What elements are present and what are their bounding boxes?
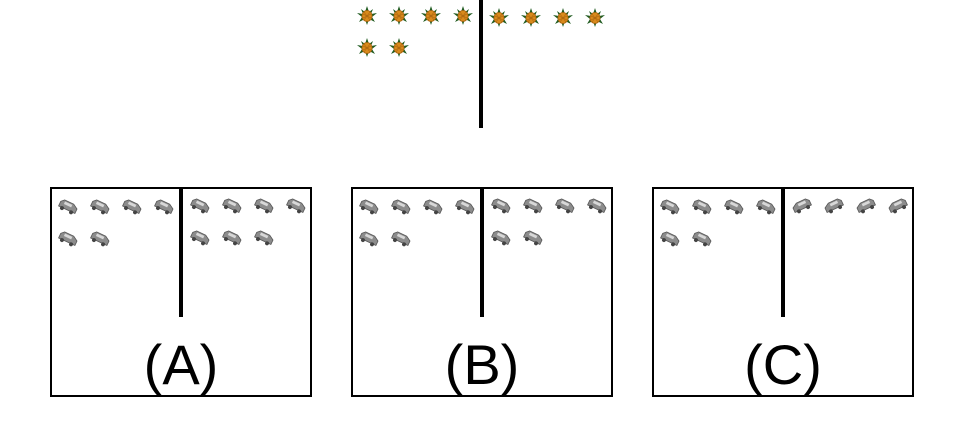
option-b-box[interactable]: (B) [351, 187, 613, 397]
option-a-divider [179, 189, 183, 317]
car-icon [188, 226, 212, 250]
car-icon [690, 195, 714, 219]
car-icon [56, 195, 80, 219]
car-icon [88, 195, 112, 219]
car-icon [585, 194, 609, 218]
car-icon [690, 227, 714, 251]
car-icon [188, 194, 212, 218]
option-c-box[interactable]: (C) [652, 187, 914, 397]
top-panel [0, 0, 963, 130]
car-icon [220, 194, 244, 218]
pineapple-icon [451, 4, 475, 28]
car-icon [152, 195, 176, 219]
car-icon [886, 194, 910, 218]
car-icon [357, 195, 381, 219]
car-icon [421, 195, 445, 219]
car-icon [88, 227, 112, 251]
car-icon [790, 194, 814, 218]
car-icon [822, 194, 846, 218]
top-divider [479, 0, 483, 128]
car-icon [553, 194, 577, 218]
car-icon [854, 194, 878, 218]
option-c-label: (C) [744, 333, 822, 396]
option-a-box[interactable]: (A) [50, 187, 312, 397]
pineapple-icon [355, 36, 379, 60]
pineapple-icon [419, 4, 443, 28]
option-b-divider [480, 189, 484, 317]
car-icon [521, 226, 545, 250]
car-icon [120, 195, 144, 219]
car-icon [489, 226, 513, 250]
car-icon [521, 194, 545, 218]
car-icon [357, 227, 381, 251]
car-icon [56, 227, 80, 251]
pineapple-icon [551, 6, 575, 30]
pineapple-icon [355, 4, 379, 28]
car-icon [220, 226, 244, 250]
car-icon [252, 226, 276, 250]
car-icon [389, 227, 413, 251]
pineapple-icon [519, 6, 543, 30]
car-icon [252, 194, 276, 218]
car-icon [284, 194, 308, 218]
car-icon [658, 227, 682, 251]
car-icon [453, 195, 477, 219]
car-icon [658, 195, 682, 219]
option-a-label: (A) [143, 333, 219, 396]
car-icon [754, 195, 778, 219]
option-c-divider [781, 189, 785, 317]
car-icon [389, 195, 413, 219]
car-icon [722, 195, 746, 219]
pineapple-icon [487, 6, 511, 30]
pineapple-icon [583, 6, 607, 30]
pineapple-icon [387, 36, 411, 60]
car-icon [489, 194, 513, 218]
option-b-label: (B) [444, 333, 520, 396]
pineapple-icon [387, 4, 411, 28]
